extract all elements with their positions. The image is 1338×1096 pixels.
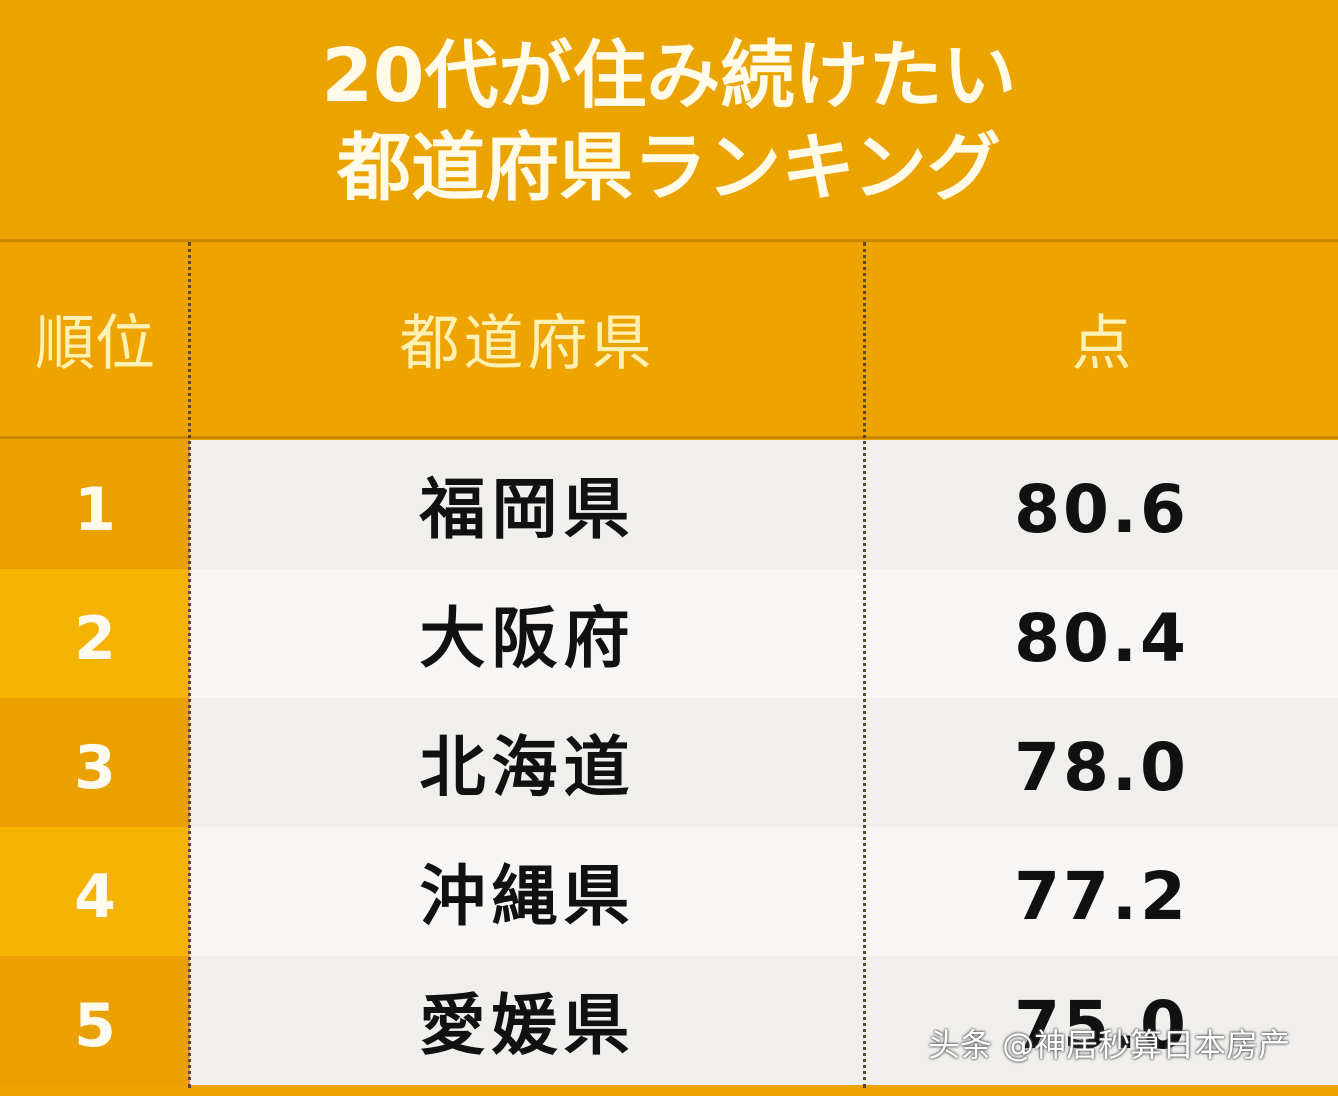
table-row: 2 大阪府 80.4 <box>0 569 1338 698</box>
rule <box>0 436 1338 439</box>
prefecture-cell: 福岡県 <box>419 471 636 548</box>
title-line: 都道府県ランキング <box>337 125 1001 211</box>
divider <box>863 242 866 1088</box>
prefecture-cell: 沖縄県 <box>419 858 636 935</box>
rank-cell: 2 <box>0 569 190 698</box>
prefecture-cell: 愛媛県 <box>419 987 636 1064</box>
table-row: 4 沖縄県 77.2 <box>0 827 1338 956</box>
header-cell: 点 <box>1071 309 1132 379</box>
divider <box>188 242 191 1088</box>
header-cell: 都道府県 <box>399 309 656 379</box>
score-cell: 77.2 <box>1014 858 1189 935</box>
title-band: 20代が住み続けたい 都道府県ランキング <box>0 0 1338 240</box>
rank-cell: 5 <box>0 956 190 1085</box>
prefecture-cell: 大阪府 <box>419 600 636 677</box>
rule <box>0 239 1338 242</box>
table-row: 1 福岡県 80.6 <box>0 440 1338 569</box>
table-row: 3 北海道 78.0 <box>0 698 1338 827</box>
table-row: 5 愛媛県 75.0 <box>0 956 1338 1085</box>
score-cell: 75.0 <box>1014 987 1189 1064</box>
rank-cell: 1 <box>0 440 190 569</box>
score-cell: 80.4 <box>1014 600 1189 677</box>
score-cell: 78.0 <box>1014 729 1189 806</box>
rank-cell: 3 <box>0 698 190 827</box>
header-cell: 順位 <box>35 309 155 379</box>
title-line: 20代が住み続けたい <box>321 33 1017 119</box>
table-header: 順位 都道府県 点 <box>0 242 1338 437</box>
prefecture-cell: 北海道 <box>419 729 636 806</box>
watermark: 头条 @神居秒算日本房产 <box>928 1026 1291 1064</box>
score-cell: 80.6 <box>1014 471 1189 548</box>
rank-cell: 4 <box>0 827 190 956</box>
